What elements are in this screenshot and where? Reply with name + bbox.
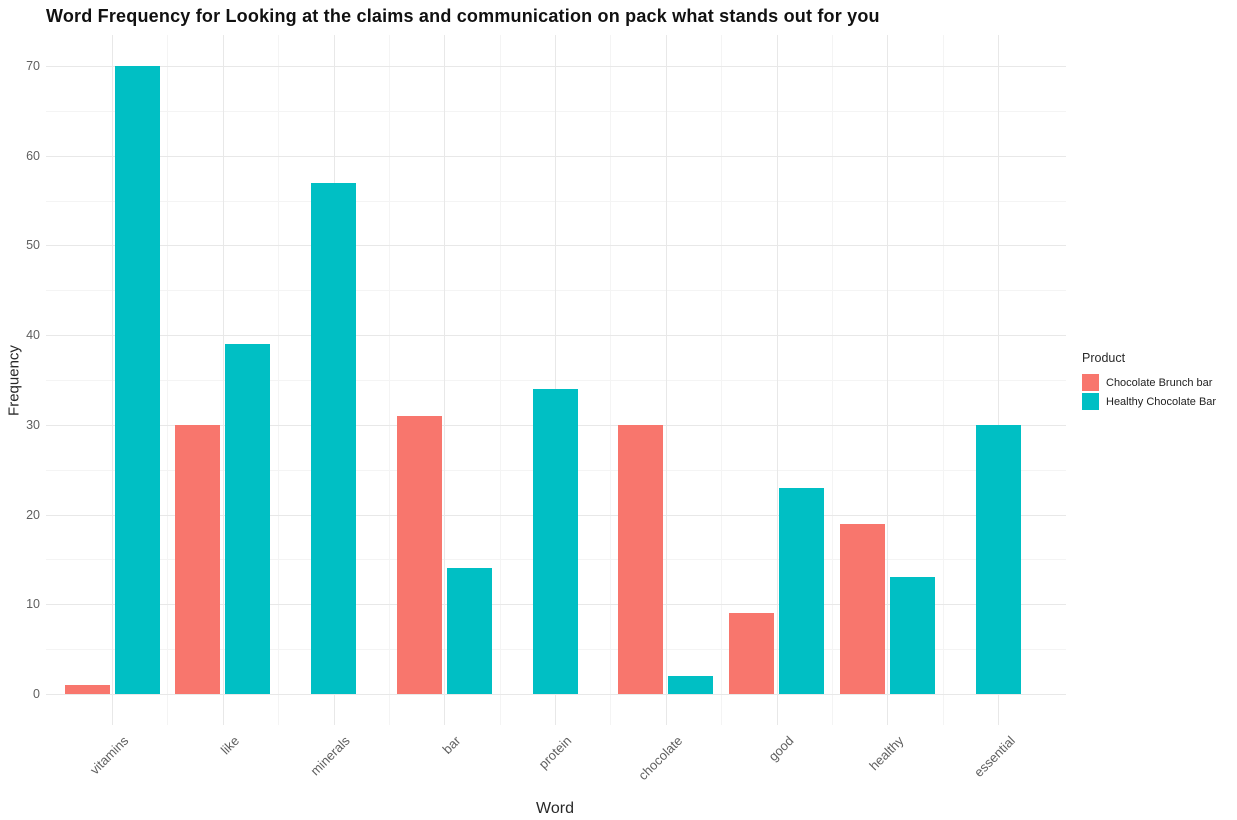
- major-gridline-x: [112, 35, 113, 725]
- y-axis-title: Frequency: [5, 345, 23, 416]
- legend-swatch: [1082, 393, 1099, 410]
- bar-like-chocolate-brunch-bar: [175, 424, 221, 694]
- bar-chocolate-chocolate-brunch-bar: [618, 424, 664, 694]
- legend-item-label: Healthy Chocolate Bar: [1106, 395, 1217, 408]
- minor-gridline-y: [46, 380, 1066, 381]
- minor-gridline-x: [499, 35, 501, 725]
- y-tick-label: 60: [26, 148, 40, 163]
- x-tick-label: bar: [439, 733, 464, 757]
- major-gridline-x: [555, 35, 556, 725]
- minor-gridline-y: [46, 110, 1066, 112]
- major-gridline-x: [998, 35, 999, 725]
- minor-gridline-x: [942, 35, 944, 725]
- bar-essential-healthy-chocolate-bar: [975, 424, 1021, 694]
- bar-minerals-healthy-chocolate-bar: [311, 182, 356, 694]
- minor-gridline-x: [278, 35, 280, 725]
- x-tick-label: good: [765, 733, 797, 765]
- legend-item-label: Chocolate Brunch bar: [1106, 376, 1213, 389]
- major-gridline-x: [887, 35, 889, 725]
- major-gridline-x: [665, 35, 667, 725]
- y-tick-label: 70: [26, 59, 40, 73]
- y-tick-label: 20: [26, 507, 40, 522]
- bar-vitamins-healthy-chocolate-bar: [114, 66, 160, 694]
- x-tick-label: chocolate: [635, 733, 686, 783]
- legend-items: Chocolate Brunch bar Healthy Chocolate Ba…: [1082, 374, 1216, 410]
- major-gridline-y: [46, 155, 1066, 157]
- bar-protein-healthy-chocolate-bar: [532, 388, 578, 694]
- major-gridline-x: [444, 35, 446, 725]
- legend-title: Product: [1082, 351, 1126, 365]
- bar-chocolate-healthy-chocolate-bar: [668, 676, 714, 694]
- y-tick-label: 0: [33, 687, 40, 701]
- y-tick-label: 10: [26, 597, 40, 612]
- bar-vitamins-chocolate-brunch-bar: [64, 685, 110, 694]
- major-gridline-x: [776, 35, 778, 725]
- x-tick-label: essential: [970, 733, 1018, 780]
- major-gridline-y: [46, 335, 1066, 337]
- minor-gridline-y: [46, 290, 1066, 292]
- major-gridline-y: [46, 694, 1066, 695]
- legend-swatch: [1082, 374, 1099, 391]
- major-gridline-y: [46, 66, 1066, 67]
- bar-good-chocolate-brunch-bar: [729, 613, 774, 694]
- x-tick-label: minerals: [307, 733, 354, 779]
- legend-item[interactable]: Chocolate Brunch bar: [1082, 374, 1216, 391]
- bar-like-healthy-chocolate-bar: [225, 344, 271, 694]
- x-tick-label: protein: [535, 733, 575, 772]
- bar-healthy-chocolate-brunch-bar: [839, 523, 885, 694]
- minor-gridline-x: [388, 35, 390, 725]
- x-axis-title: Word: [536, 800, 574, 817]
- y-tick-label: 30: [26, 417, 40, 432]
- y-tick-label: 50: [26, 238, 40, 253]
- minor-gridline-y: [46, 200, 1066, 202]
- legend-item[interactable]: Healthy Chocolate Bar: [1082, 393, 1216, 410]
- x-tick-label: healthy: [866, 733, 907, 774]
- minor-gridline-x: [167, 35, 169, 725]
- major-gridline-y: [46, 245, 1066, 247]
- minor-gridline-x: [831, 35, 833, 725]
- bar-good-healthy-chocolate-bar: [779, 487, 824, 694]
- x-tick-label: like: [217, 733, 243, 758]
- minor-gridline-x: [721, 35, 723, 725]
- bar-bar-healthy-chocolate-bar: [446, 568, 492, 694]
- y-tick-label: 40: [26, 328, 40, 343]
- minor-gridline-x: [610, 35, 612, 725]
- chart-title: Word Frequency for Looking at the claims…: [46, 6, 880, 26]
- bar-healthy-healthy-chocolate-bar: [889, 577, 935, 694]
- plot-panel: [46, 35, 1066, 725]
- x-tick-label: vitamins: [87, 733, 132, 778]
- legend: Product Chocolate Brunch bar Healthy Choc…: [1082, 351, 1216, 412]
- bar-bar-chocolate-brunch-bar: [396, 415, 442, 694]
- major-gridline-x: [222, 35, 224, 725]
